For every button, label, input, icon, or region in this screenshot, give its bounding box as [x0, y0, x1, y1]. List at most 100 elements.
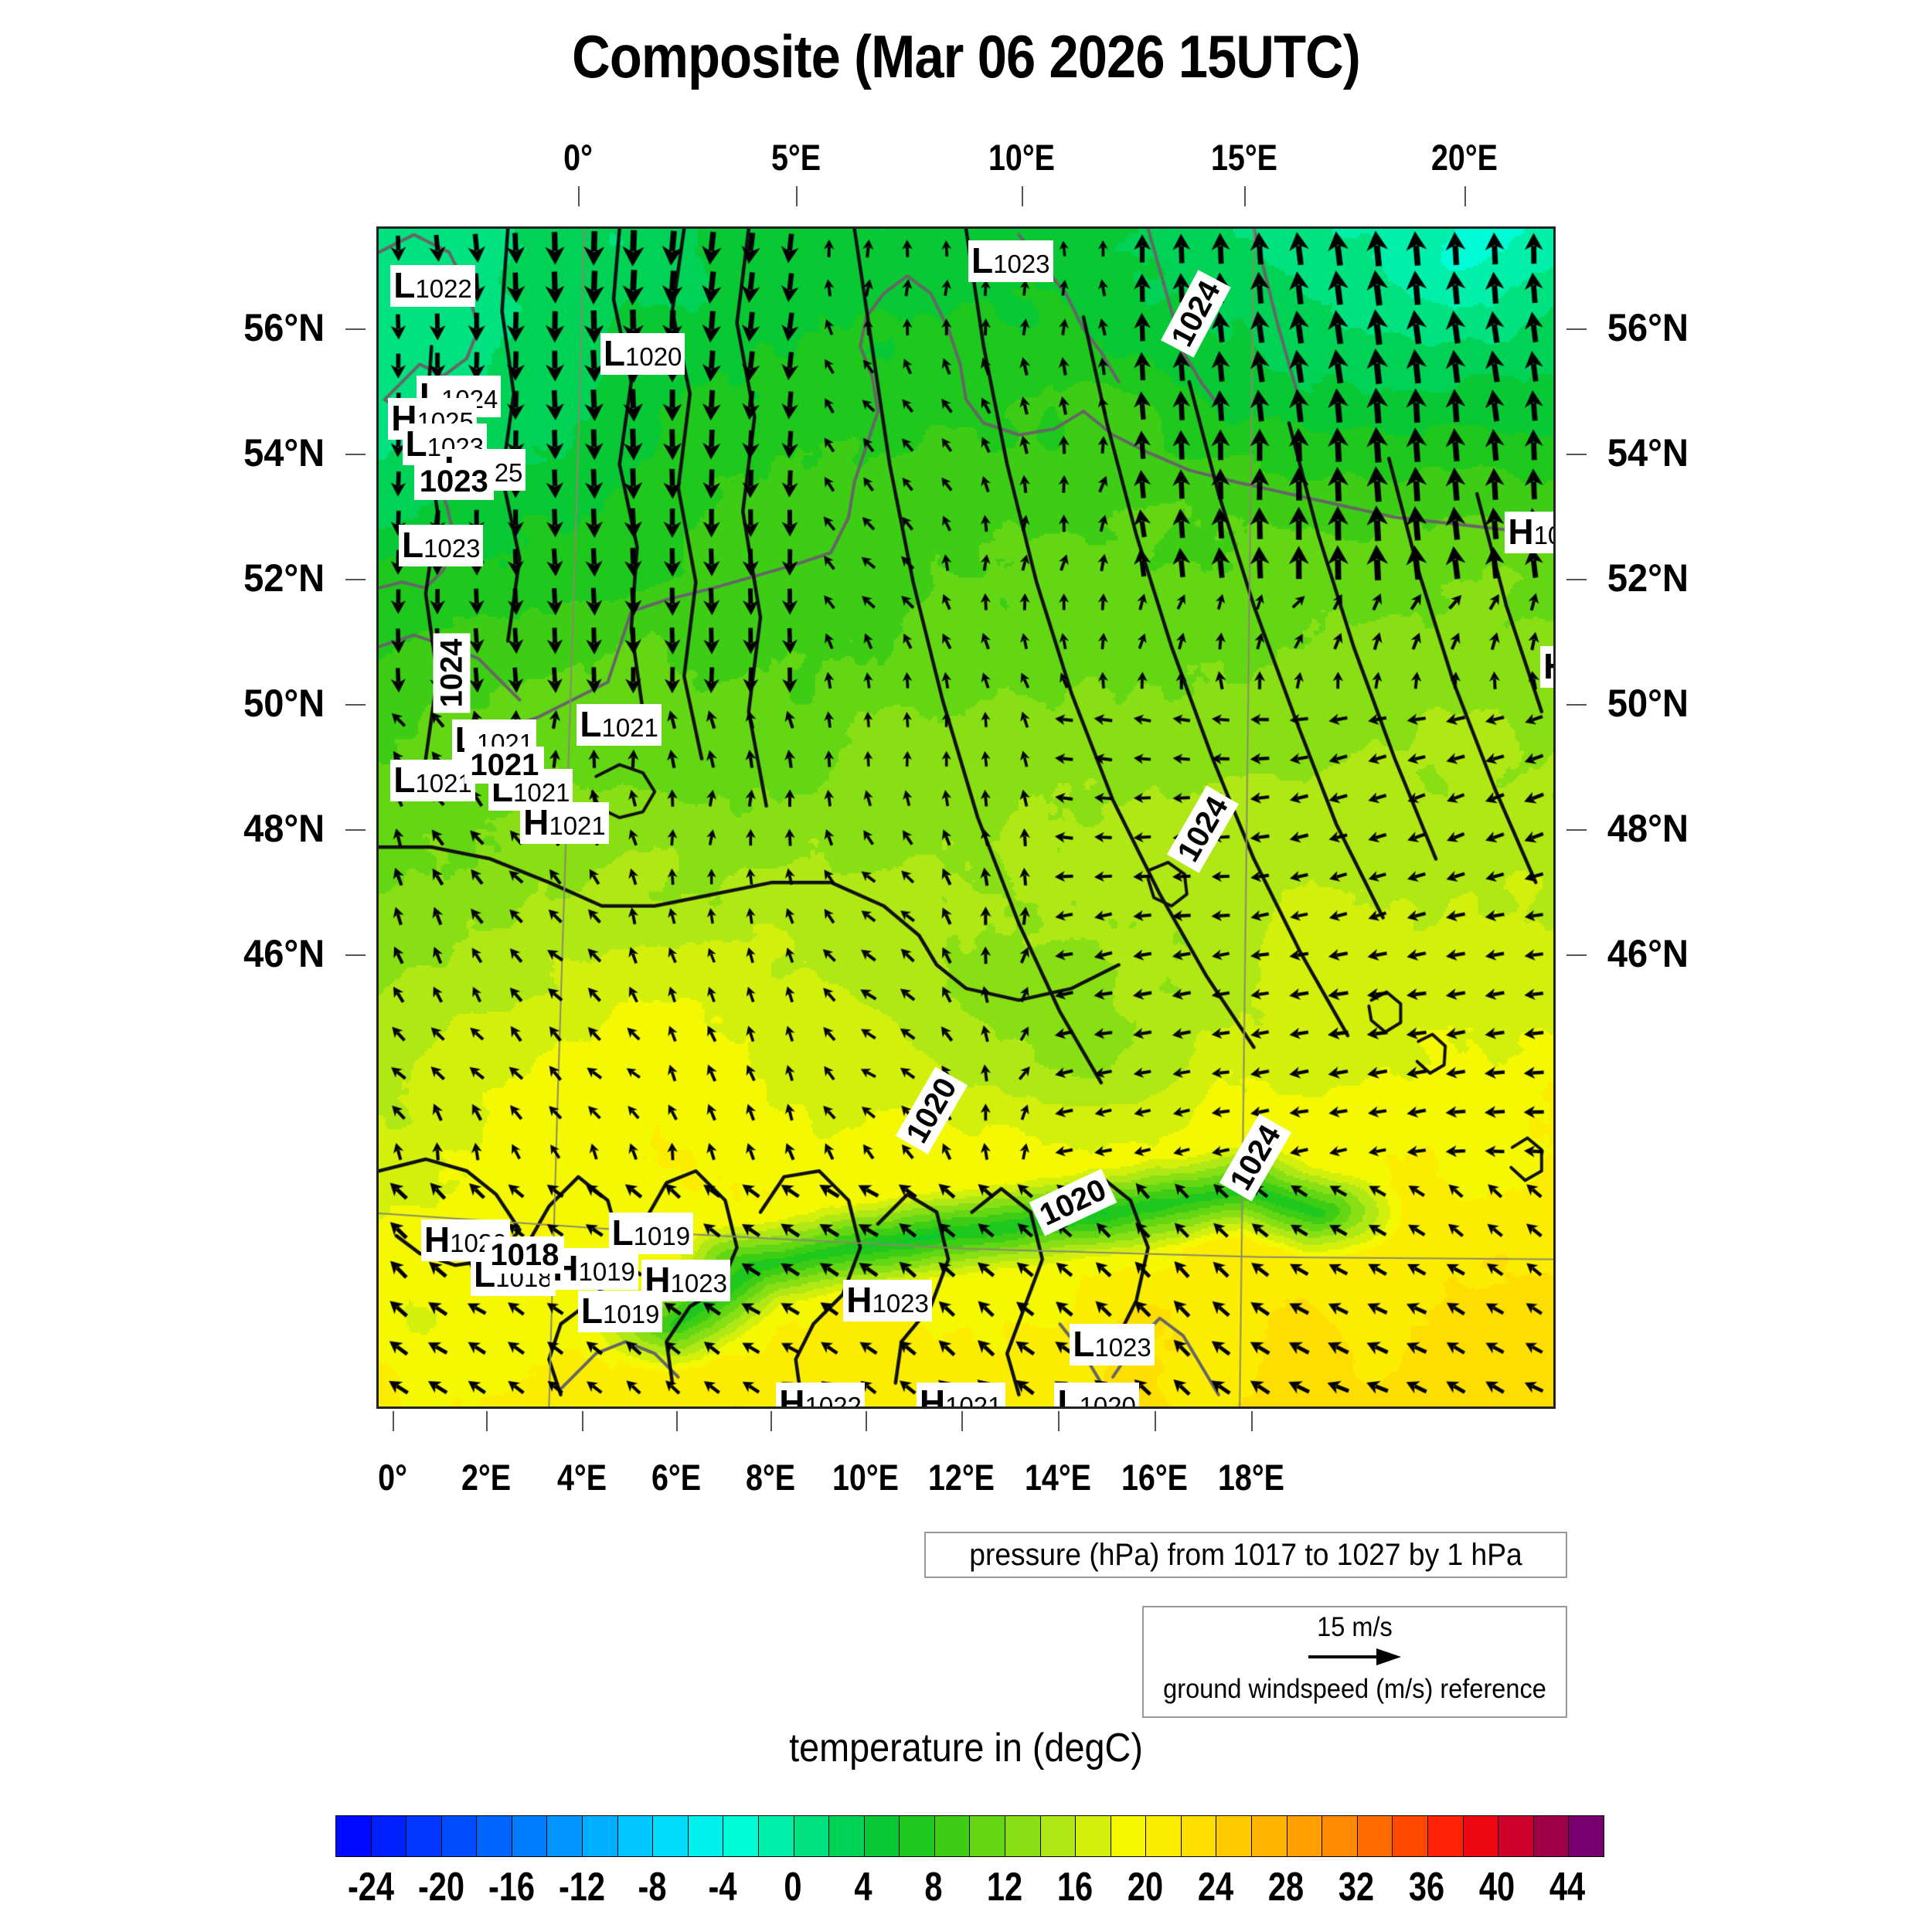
pressure-marker-type: L: [393, 265, 416, 306]
axis-tick-mark-right: [1566, 954, 1587, 957]
colorbar-band: [758, 1816, 794, 1856]
axis-tick-mark-left: [345, 328, 366, 330]
axis-tick-label-left: 48°N: [243, 807, 325, 851]
axis-tick-mark-top: [577, 186, 580, 206]
pressure-marker-type: L: [580, 1290, 603, 1331]
isobar-contour-label: 1018: [485, 1236, 565, 1274]
high-pressure-marker: H1024: [1540, 646, 1553, 689]
axis-tick-label-left: 46°N: [243, 932, 325, 976]
axis-tick-label-bottom: 14°E: [1024, 1457, 1092, 1498]
page-title: Composite (Mar 06 2026 15UTC): [572, 22, 1361, 90]
axis-tick-label-bottom: 16°E: [1121, 1457, 1189, 1498]
isobar-contour-label: 1024: [433, 633, 471, 713]
axis-tick-mark-bottom: [393, 1411, 395, 1431]
weather-map[interactable]: L1022L1023L1020L1024H1025L1023L1025H1025…: [376, 226, 1556, 1409]
axis-tick-mark-top: [796, 186, 798, 206]
low-pressure-marker: L1021: [577, 704, 662, 747]
pressure-marker-type: L: [1073, 1323, 1095, 1364]
low-pressure-marker: L1019: [577, 1290, 663, 1332]
high-pressure-marker: H1021: [916, 1383, 1005, 1406]
axis-tick-label-left: 52°N: [243, 556, 325, 600]
axis-tick-label-left: 54°N: [243, 430, 325, 474]
axis-tick-label-left: 50°N: [243, 682, 325, 726]
wind-legend-box: 15 m/s ground windspeed (m/s) reference: [1142, 1606, 1567, 1718]
low-pressure-marker: L1019: [608, 1212, 694, 1254]
colorbar-tick-label: -12: [558, 1865, 605, 1910]
wind-legend-caption: ground windspeed (m/s) reference: [1163, 1674, 1546, 1704]
colorbar-band: [1252, 1816, 1287, 1856]
axis-tick-mark-top: [1244, 186, 1247, 206]
high-pressure-marker: H1019: [549, 1247, 638, 1290]
low-pressure-marker: L1023: [398, 524, 484, 566]
axis-tick-label-bottom: 6°E: [651, 1457, 701, 1498]
colorbar-band: [1216, 1816, 1253, 1856]
low-pressure-marker: L1022: [390, 265, 475, 308]
pressure-marker-value: 1022: [804, 1392, 862, 1409]
pressure-marker-type: H: [523, 802, 549, 843]
axis-tick-label-top: 10°E: [988, 137, 1055, 178]
colorbar-tick-label: -20: [417, 1865, 464, 1910]
colorbar-tick-label: -8: [638, 1865, 667, 1910]
colorbar-band: [547, 1816, 583, 1856]
pressure-marker-type: H: [779, 1383, 805, 1409]
axis-tick-mark-bottom: [675, 1411, 678, 1431]
axis-tick-mark-right: [1566, 328, 1587, 330]
colorbar-band: [1181, 1816, 1217, 1856]
colorbar-band: [864, 1816, 900, 1856]
pressure-marker-value: 1023: [872, 1289, 929, 1318]
axis-tick-mark-right: [1566, 704, 1587, 706]
pressure-legend-text: pressure (hPa) from 1017 to 1027 by 1 hP…: [969, 1538, 1522, 1572]
wind-legend-magnitude: 15 m/s: [1317, 1612, 1393, 1642]
pressure-marker-type: H: [846, 1280, 872, 1321]
colorbar-band: [1040, 1816, 1077, 1856]
right-arrow-icon: [1144, 1643, 1566, 1671]
axis-tick-mark-right: [1566, 578, 1587, 580]
axis-tick-mark-left: [345, 954, 366, 957]
pressure-marker-type: L: [580, 704, 602, 745]
axis-tick-label-right: 56°N: [1607, 305, 1689, 349]
pressure-legend-box: pressure (hPa) from 1017 to 1027 by 1 hP…: [924, 1532, 1567, 1578]
colorbar-band: [371, 1816, 407, 1856]
pressure-marker-type: L: [611, 1212, 634, 1253]
axis-tick-label-right: 50°N: [1607, 682, 1689, 726]
colorbar-band: [1533, 1816, 1570, 1856]
axis-tick-mark-top: [1464, 186, 1467, 206]
colorbar-band: [441, 1816, 478, 1856]
axis-tick-label-left: 56°N: [243, 305, 325, 349]
colorbar-band: [970, 1816, 1005, 1856]
pressure-marker-value: 1021: [549, 811, 606, 841]
pressure-marker-type: L: [971, 240, 994, 281]
low-pressure-marker: L1021: [390, 759, 475, 801]
pressure-marker-value: 1021: [415, 768, 472, 798]
colorbar-band: [336, 1816, 372, 1856]
axis-tick-mark-top: [1021, 186, 1023, 206]
axis-tick-label-bottom: 0°: [378, 1457, 408, 1498]
colorbar-band: [1569, 1816, 1604, 1856]
axis-tick-mark-bottom: [1058, 1411, 1060, 1431]
colorbar-band: [1393, 1816, 1428, 1856]
pressure-marker-type: L: [1057, 1383, 1080, 1409]
pressure-marker-value: 1022: [415, 274, 472, 304]
colorbar-tick-label: 40: [1479, 1865, 1515, 1910]
colorbar-band: [1322, 1816, 1358, 1856]
axis-tick-mark-bottom: [1251, 1411, 1253, 1431]
axis-tick-label-top: 20°E: [1431, 137, 1498, 178]
colorbar-band: [900, 1816, 935, 1856]
pressure-marker-type: L: [393, 759, 416, 800]
pressure-marker-value: 1023: [423, 533, 481, 563]
low-pressure-marker: L1020: [600, 332, 685, 375]
axis-tick-label-right: 54°N: [1607, 430, 1689, 474]
colorbar-band: [1427, 1816, 1464, 1856]
pressure-marker-value: 1023: [670, 1269, 727, 1298]
colorbar-tick-label: 36: [1409, 1865, 1445, 1910]
isobar-contour-label: 1023: [413, 462, 494, 500]
low-pressure-marker: L1023: [1070, 1323, 1155, 1366]
colorbar-band: [406, 1816, 442, 1856]
axis-tick-label-right: 52°N: [1607, 556, 1689, 600]
pressure-marker-value: 1021: [601, 713, 658, 743]
pressure-marker-value: 1021: [513, 778, 570, 808]
high-pressure-marker: H1023: [843, 1280, 932, 1322]
temperature-colorbar[interactable]: [335, 1815, 1604, 1857]
low-pressure-marker: L1023: [968, 240, 1053, 283]
axis-tick-mark-bottom: [581, 1411, 583, 1431]
